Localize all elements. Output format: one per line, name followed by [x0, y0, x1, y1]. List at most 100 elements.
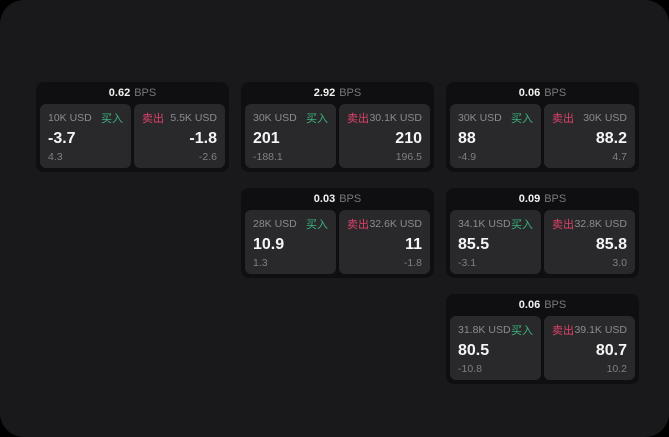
- buy-tile-top: 34.1K USD 买入: [458, 216, 533, 232]
- bps-value: 0.06: [518, 87, 541, 99]
- quote-card-body: 30K USD 买入 201 -188.1 卖出 30.1K USD 210 1…: [241, 104, 434, 172]
- bps-header: 0.06 BPS: [446, 294, 639, 316]
- sell-tile[interactable]: 卖出 32.8K USD 85.8 3.0: [544, 210, 635, 274]
- bps-unit-label: BPS: [544, 299, 567, 311]
- sell-delta: 4.7: [612, 151, 627, 163]
- sell-label: 卖出: [552, 325, 574, 337]
- sell-tile-top: 卖出 30K USD: [552, 110, 627, 126]
- sell-delta: 196.5: [395, 151, 422, 163]
- sell-delta: 3.0: [612, 257, 627, 269]
- quote-card: 0.62 BPS 10K USD 买入 -3.7 4.3 卖出 5.5K USD…: [36, 82, 229, 172]
- sell-price: 85.8: [595, 235, 627, 253]
- sell-price: 80.7: [595, 341, 627, 359]
- bps-value: 0.06: [518, 299, 541, 311]
- quote-card: 0.09 BPS 34.1K USD 买入 85.5 -3.1 卖出 32.8K…: [446, 188, 639, 278]
- sell-amount: 32.8K USD: [574, 218, 627, 230]
- buy-tile[interactable]: 28K USD 买入 10.9 1.3: [245, 210, 336, 274]
- buy-price: 201: [253, 129, 280, 147]
- buy-delta: 4.3: [48, 151, 63, 163]
- bps-unit-label: BPS: [544, 87, 567, 99]
- bps-header: 0.06 BPS: [446, 82, 639, 104]
- sell-amount: 32.6K USD: [369, 218, 422, 230]
- quote-card: 2.92 BPS 30K USD 买入 201 -188.1 卖出 30.1K …: [241, 82, 434, 172]
- buy-price: 80.5: [458, 341, 490, 359]
- sell-delta: 10.2: [606, 363, 627, 375]
- buy-amount: 31.8K USD: [458, 324, 511, 336]
- buy-label: 买入: [306, 113, 328, 125]
- buy-label: 买入: [101, 113, 123, 125]
- sell-tile[interactable]: 卖出 32.6K USD 11 -1.8: [339, 210, 430, 274]
- buy-tile-top: 28K USD 买入: [253, 216, 328, 232]
- buy-tile-top: 31.8K USD 买入: [458, 322, 533, 338]
- sell-tile[interactable]: 卖出 30.1K USD 210 196.5: [339, 104, 430, 168]
- quote-card-body: 31.8K USD 买入 80.5 -10.8 卖出 39.1K USD 80.…: [446, 316, 639, 384]
- sell-tile-top: 卖出 32.6K USD: [347, 216, 422, 232]
- sell-delta: -2.6: [198, 151, 217, 163]
- sell-amount: 39.1K USD: [574, 324, 627, 336]
- quote-card: 0.06 BPS 30K USD 买入 88 -4.9 卖出 30K USD 8…: [446, 82, 639, 172]
- buy-amount: 30K USD: [253, 112, 297, 124]
- buy-tile[interactable]: 10K USD 买入 -3.7 4.3: [40, 104, 131, 168]
- bps-value: 0.09: [518, 193, 541, 205]
- sell-label: 卖出: [347, 219, 369, 231]
- buy-delta: -4.9: [458, 151, 477, 163]
- bps-value: 0.03: [313, 193, 336, 205]
- buy-amount: 28K USD: [253, 218, 297, 230]
- sell-tile[interactable]: 卖出 5.5K USD -1.8 -2.6: [134, 104, 225, 168]
- buy-label: 买入: [511, 219, 533, 231]
- sell-amount: 5.5K USD: [170, 112, 217, 124]
- sell-amount: 30.1K USD: [369, 112, 422, 124]
- bps-value: 0.62: [108, 87, 131, 99]
- bps-unit-label: BPS: [134, 87, 157, 99]
- sell-price: -1.8: [189, 129, 217, 147]
- quote-card: 0.03 BPS 28K USD 买入 10.9 1.3 卖出 32.6K US…: [241, 188, 434, 278]
- sell-tile[interactable]: 卖出 30K USD 88.2 4.7: [544, 104, 635, 168]
- quote-card: 0.06 BPS 31.8K USD 买入 80.5 -10.8 卖出 39.1…: [446, 294, 639, 384]
- sell-tile-top: 卖出 30.1K USD: [347, 110, 422, 126]
- sell-price: 210: [395, 129, 422, 147]
- sell-tile-top: 卖出 39.1K USD: [552, 322, 627, 338]
- sell-tile-top: 卖出 32.8K USD: [552, 216, 627, 232]
- buy-tile[interactable]: 30K USD 买入 88 -4.9: [450, 104, 541, 168]
- buy-delta: -3.1: [458, 257, 477, 269]
- buy-label: 买入: [511, 325, 533, 337]
- buy-amount: 10K USD: [48, 112, 92, 124]
- bps-header: 0.03 BPS: [241, 188, 434, 210]
- sell-label: 卖出: [347, 113, 369, 125]
- sell-label: 卖出: [552, 219, 574, 231]
- bps-header: 0.62 BPS: [36, 82, 229, 104]
- sell-tile[interactable]: 卖出 39.1K USD 80.7 10.2: [544, 316, 635, 380]
- sell-delta: -1.8: [403, 257, 422, 269]
- buy-price: 85.5: [458, 235, 490, 253]
- buy-price: -3.7: [48, 129, 76, 147]
- bps-header: 2.92 BPS: [241, 82, 434, 104]
- sell-label: 卖出: [552, 113, 574, 125]
- bps-unit-label: BPS: [544, 193, 567, 205]
- sell-label: 卖出: [142, 113, 164, 125]
- buy-amount: 30K USD: [458, 112, 502, 124]
- sell-amount: 30K USD: [583, 112, 627, 124]
- buy-delta: -188.1: [253, 151, 283, 163]
- buy-price: 88: [458, 129, 476, 147]
- quote-card-body: 34.1K USD 买入 85.5 -3.1 卖出 32.8K USD 85.8…: [446, 210, 639, 278]
- sell-tile-top: 卖出 5.5K USD: [142, 110, 217, 126]
- buy-tile-top: 30K USD 买入: [253, 110, 328, 126]
- sell-price: 88.2: [595, 129, 627, 147]
- buy-tile-top: 30K USD 买入: [458, 110, 533, 126]
- quote-card-body: 10K USD 买入 -3.7 4.3 卖出 5.5K USD -1.8 -2.…: [36, 104, 229, 172]
- bps-value: 2.92: [313, 87, 336, 99]
- bps-unit-label: BPS: [339, 87, 362, 99]
- buy-tile[interactable]: 34.1K USD 买入 85.5 -3.1: [450, 210, 541, 274]
- buy-amount: 34.1K USD: [458, 218, 511, 230]
- quote-card-body: 30K USD 买入 88 -4.9 卖出 30K USD 88.2 4.7: [446, 104, 639, 172]
- buy-tile[interactable]: 31.8K USD 买入 80.5 -10.8: [450, 316, 541, 380]
- buy-tile-top: 10K USD 买入: [48, 110, 123, 126]
- buy-delta: -10.8: [458, 363, 482, 375]
- buy-delta: 1.3: [253, 257, 268, 269]
- buy-label: 买入: [511, 113, 533, 125]
- buy-price: 10.9: [253, 235, 285, 253]
- sell-price: 11: [405, 235, 422, 253]
- bps-unit-label: BPS: [339, 193, 362, 205]
- buy-tile[interactable]: 30K USD 买入 201 -188.1: [245, 104, 336, 168]
